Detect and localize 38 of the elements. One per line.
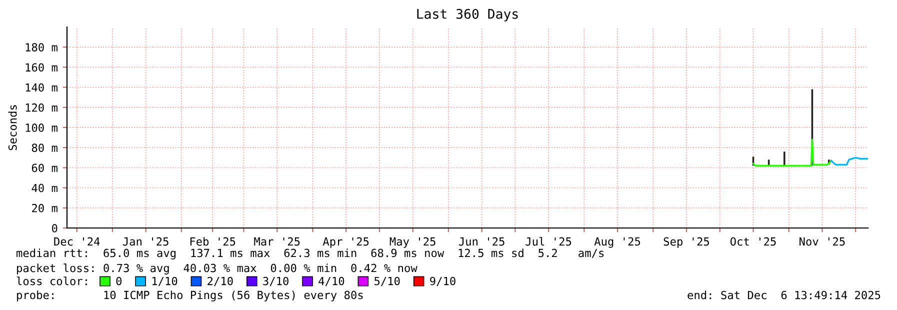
legend-label: 1/10 xyxy=(152,276,178,286)
x-tick-label: Sep '25 xyxy=(664,237,710,248)
legend-label: 0 xyxy=(116,276,122,286)
line-series xyxy=(830,156,868,166)
text: probe: 10 ICMP Echo Pings (56 Bytes) every 80s xyxy=(17,290,363,302)
text: end: Sat Dec 6 13:49:14 2025 xyxy=(688,290,880,300)
text: median rtt: 65.0 ms avg 137.1 ms max 62.3 ms min 68.9 ms now 12.5 ms sd 5.2 am/s xyxy=(16,248,604,260)
y-tick-label: 100 m xyxy=(26,124,58,132)
x-tick-label: Aug '25 xyxy=(594,237,640,248)
x-tick-label: May '25 xyxy=(390,237,436,248)
legend-label: 3/10 xyxy=(263,276,288,286)
y-tick-label: 60 m xyxy=(32,164,58,172)
x-tick-label: Mar '25 xyxy=(254,237,300,246)
x-tick-label: Jul '25 xyxy=(526,237,572,246)
y-tick-label: 140 m xyxy=(26,83,58,92)
y-tick-label: 180 m xyxy=(26,43,58,52)
x-tick-label: Feb '25 xyxy=(190,237,236,246)
y-tick-label: 160 m xyxy=(26,63,58,72)
y-axis-title: Seconds xyxy=(8,105,17,150)
legend-label: 5/10 xyxy=(374,276,400,286)
y-tick-label: 0 xyxy=(52,224,58,232)
legend-label: 2/10 xyxy=(208,276,233,286)
x-tick-label: Apr '25 xyxy=(322,237,369,248)
y-tick-label: 40 m xyxy=(32,184,58,192)
line-series xyxy=(752,138,832,167)
chart-title: Last 360 Days xyxy=(417,8,518,22)
x-tick-label: Oct '25 xyxy=(730,237,776,246)
legend-label: 4/10 xyxy=(318,276,344,286)
x-tick-label: Jun '25 xyxy=(458,237,504,246)
text: packet loss: 0.73 % avg 40.03 % max 0.00 % min 0.42 % now xyxy=(17,264,418,274)
x-tick-label: Nov '25 xyxy=(800,237,845,246)
legend-label: 9/10 xyxy=(430,276,456,286)
x-tick-label: Dec '24 xyxy=(54,237,100,246)
y-tick-label: 80 m xyxy=(32,144,58,152)
legend-title: loss color: xyxy=(16,276,87,286)
y-tick-label: 20 m xyxy=(32,204,58,212)
x-tick-label: Jan '25 xyxy=(123,237,168,246)
y-tick-label: 120 m xyxy=(26,103,58,112)
